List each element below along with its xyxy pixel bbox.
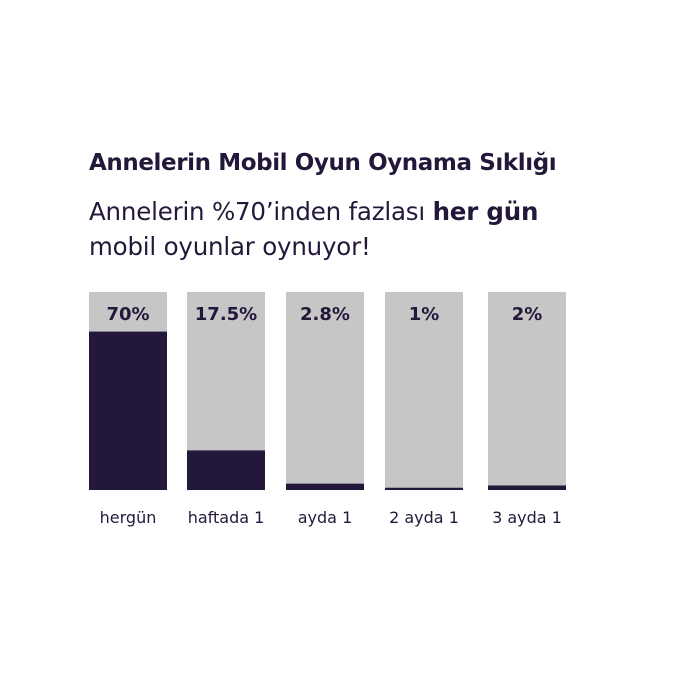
bar-track bbox=[488, 292, 566, 490]
bar-track bbox=[286, 292, 364, 490]
bar bbox=[89, 331, 167, 490]
bar bbox=[385, 487, 463, 490]
data-label: 1% bbox=[409, 304, 440, 325]
bar-track bbox=[385, 292, 463, 490]
data-label: 17.5% bbox=[195, 304, 257, 325]
bar bbox=[286, 483, 364, 490]
data-label: 70% bbox=[106, 304, 149, 325]
data-label: 2% bbox=[512, 304, 543, 325]
chart-title: Annelerin Mobil Oyun Oynama Sıklığı bbox=[89, 150, 557, 176]
subtitle-text-line2: mobil oyunlar oynuyor! bbox=[89, 232, 371, 261]
bar bbox=[187, 450, 265, 490]
category-label: haftada 1 bbox=[188, 508, 265, 527]
subtitle-emphasis: her gün bbox=[432, 197, 539, 226]
category-label: 2 ayda 1 bbox=[389, 508, 459, 527]
data-label: 2.8% bbox=[300, 304, 350, 325]
chart-subtitle: Annelerin %70’inden fazlası her gün mobi… bbox=[89, 194, 538, 264]
category-label: hergün bbox=[100, 508, 157, 527]
category-label: ayda 1 bbox=[298, 508, 353, 527]
category-label: 3 ayda 1 bbox=[492, 508, 562, 527]
subtitle-text: Annelerin %70’inden fazlası bbox=[89, 197, 433, 226]
bar bbox=[488, 485, 566, 490]
